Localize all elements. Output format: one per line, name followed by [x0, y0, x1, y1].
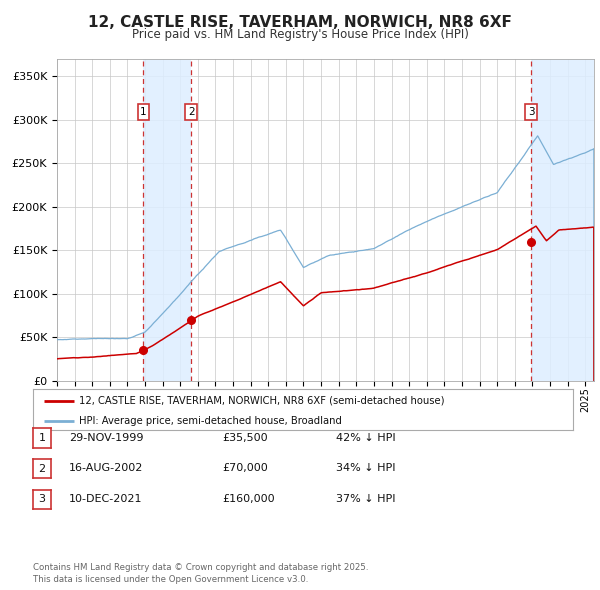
- Text: Contains HM Land Registry data © Crown copyright and database right 2025.: Contains HM Land Registry data © Crown c…: [33, 563, 368, 572]
- Text: £35,500: £35,500: [222, 433, 268, 442]
- Text: 12, CASTLE RISE, TAVERHAM, NORWICH, NR8 6XF: 12, CASTLE RISE, TAVERHAM, NORWICH, NR8 …: [88, 15, 512, 30]
- Text: This data is licensed under the Open Government Licence v3.0.: This data is licensed under the Open Gov…: [33, 575, 308, 584]
- Text: 29-NOV-1999: 29-NOV-1999: [69, 433, 143, 442]
- Text: Price paid vs. HM Land Registry's House Price Index (HPI): Price paid vs. HM Land Registry's House …: [131, 28, 469, 41]
- Text: HPI: Average price, semi-detached house, Broadland: HPI: Average price, semi-detached house,…: [79, 416, 342, 426]
- Text: 34% ↓ HPI: 34% ↓ HPI: [336, 464, 395, 473]
- Bar: [532, 59, 594, 381]
- Text: 1: 1: [140, 107, 147, 117]
- Text: 3: 3: [38, 494, 46, 504]
- Text: 10-DEC-2021: 10-DEC-2021: [69, 494, 143, 504]
- Text: 3: 3: [528, 107, 535, 117]
- Text: 2: 2: [188, 107, 194, 117]
- Text: 42% ↓ HPI: 42% ↓ HPI: [336, 433, 395, 442]
- Text: £70,000: £70,000: [222, 464, 268, 473]
- Text: 2: 2: [38, 464, 46, 474]
- Bar: [143, 59, 191, 381]
- Text: 12, CASTLE RISE, TAVERHAM, NORWICH, NR8 6XF (semi-detached house): 12, CASTLE RISE, TAVERHAM, NORWICH, NR8 …: [79, 396, 445, 406]
- Text: 1: 1: [38, 433, 46, 443]
- Text: 16-AUG-2002: 16-AUG-2002: [69, 464, 143, 473]
- Text: 37% ↓ HPI: 37% ↓ HPI: [336, 494, 395, 504]
- Text: £160,000: £160,000: [222, 494, 275, 504]
